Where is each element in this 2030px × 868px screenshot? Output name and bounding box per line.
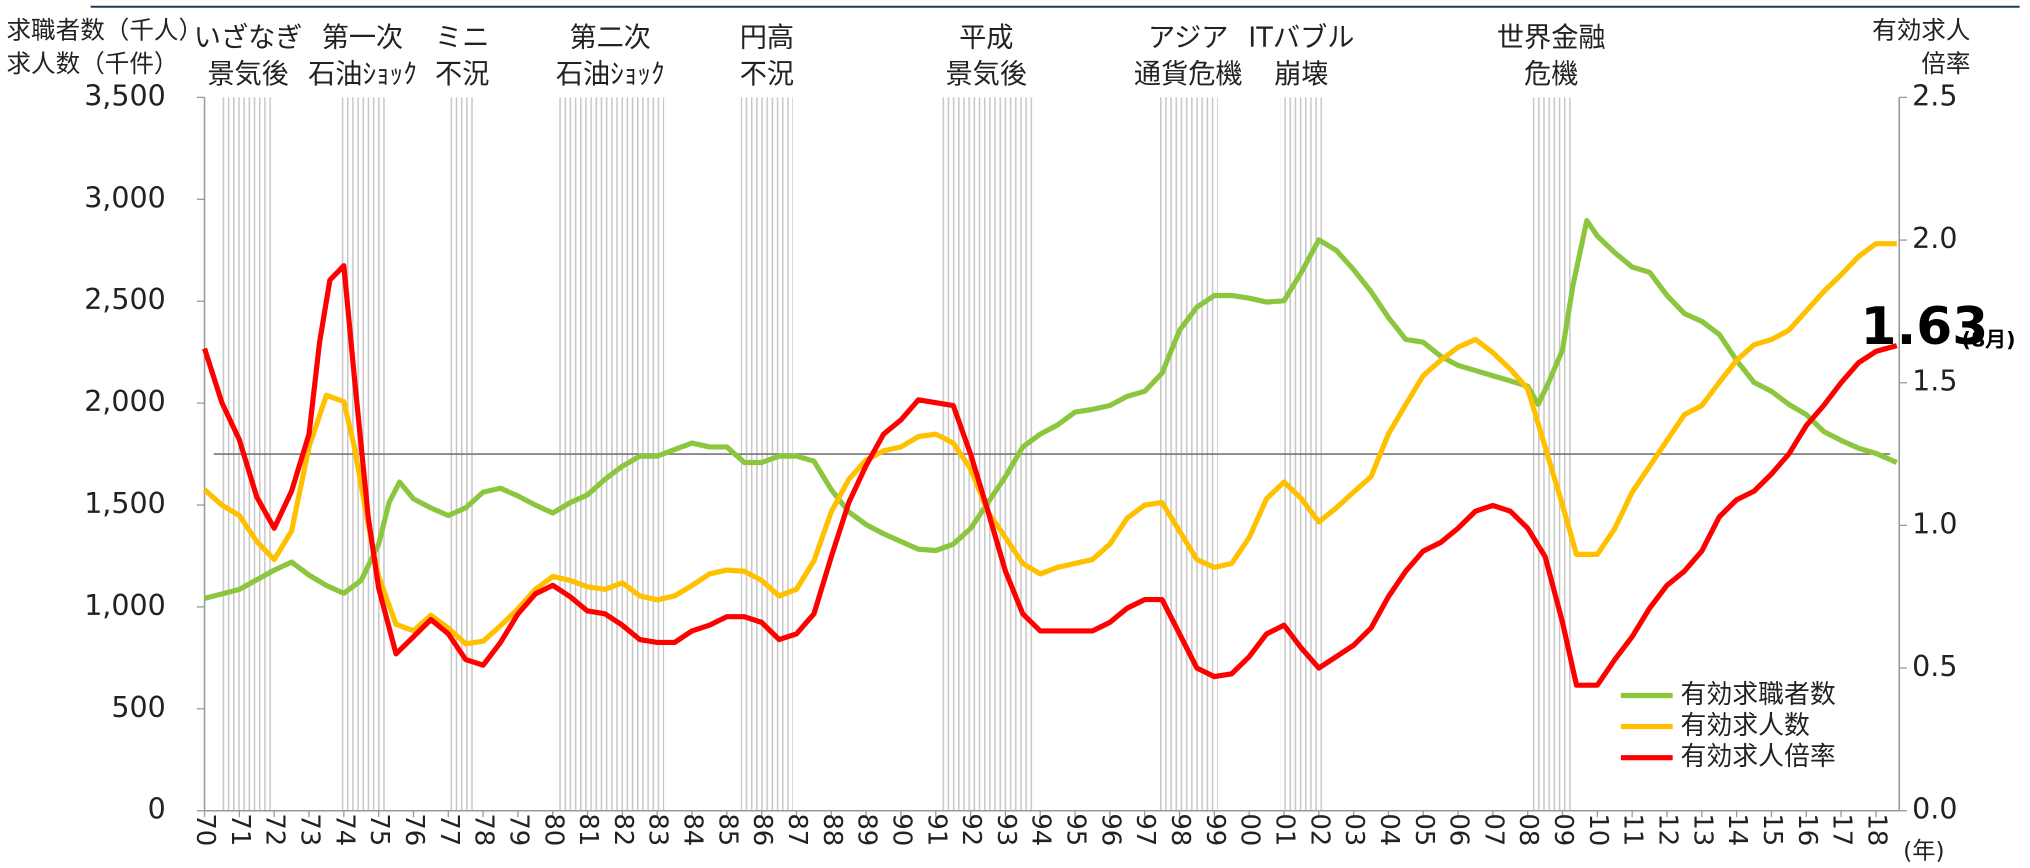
- annotation-note: (8月): [1962, 327, 2016, 351]
- x-tick-label: 15: [1757, 813, 1787, 846]
- y-axis-title: 求人数（千件）: [6, 49, 178, 78]
- x-tick-label: 03: [1339, 813, 1369, 846]
- period-label: アジア: [1148, 23, 1228, 54]
- period-label: 崩壊: [1274, 59, 1328, 90]
- x-tick-label: 02: [1304, 813, 1334, 846]
- legend-label: 有効求職者数: [1680, 680, 1835, 710]
- period-label: 危機: [1524, 59, 1578, 90]
- x-tick-label: 78: [469, 813, 499, 846]
- x-tick-label: 71: [225, 813, 255, 846]
- y2-tick-label: 1.5: [1912, 365, 1957, 398]
- x-tick-label: 01: [1269, 813, 1299, 846]
- x-tick-label: 98: [1165, 813, 1195, 846]
- x-tick-label: 87: [782, 813, 812, 846]
- y-tick-label: 1,000: [84, 589, 166, 622]
- x-tick-label: 13: [1687, 813, 1717, 846]
- x-tick-label: 14: [1722, 813, 1752, 846]
- period-label: 石油ｼｮｯｸ: [308, 59, 417, 90]
- y-tick-label: 1,500: [84, 487, 166, 520]
- x-tick-label: 16: [1792, 813, 1822, 846]
- x-tick-label: 83: [643, 813, 673, 846]
- period-label: いざなぎ: [194, 23, 303, 54]
- y-tick-label: 2,500: [84, 283, 166, 316]
- y-axis-title: 求職者数（千人）: [6, 15, 203, 44]
- y-tick-label: 3,500: [84, 79, 166, 112]
- x-tick-label: 91: [921, 813, 951, 846]
- x-tick-label: 96: [1095, 813, 1125, 846]
- legend-label: 有効求人倍率: [1680, 742, 1835, 772]
- x-tick-label: 74: [329, 813, 359, 846]
- period-label: 景気後: [207, 59, 289, 90]
- x-tick-label: 81: [573, 813, 603, 846]
- x-tick-label: 76: [399, 813, 429, 846]
- annotation-value: 1.63: [1861, 297, 1989, 357]
- x-tick-label: 94: [1026, 813, 1056, 846]
- y-tick-label: 500: [111, 691, 165, 724]
- x-tick-label: 92: [956, 813, 986, 846]
- period-label: 平成: [959, 23, 1013, 54]
- series-line: [202, 241, 1897, 647]
- period-label: 通貨危機: [1134, 59, 1243, 90]
- x-tick-label: 18: [1861, 813, 1891, 846]
- x-tick-label: 10: [1583, 813, 1613, 846]
- y-tick-label: 3,000: [84, 181, 166, 214]
- period-label: ITバブル: [1248, 23, 1354, 54]
- x-tick-label: 72: [260, 813, 290, 846]
- x-tick-label: 17: [1827, 813, 1857, 846]
- y-tick-label: 0: [148, 793, 166, 826]
- legend-label: 有効求人数: [1680, 711, 1810, 741]
- x-tick-label: 86: [747, 813, 777, 846]
- period-label: 不況: [435, 59, 489, 90]
- x-tick-label: 04: [1374, 813, 1404, 846]
- x-tick-label: 89: [852, 813, 882, 846]
- x-tick-label: 00: [1235, 813, 1265, 846]
- x-tick-label: 70: [190, 813, 220, 846]
- series-line: [203, 217, 1898, 601]
- period-label: 円高: [740, 23, 794, 54]
- x-tick-label: 84: [678, 813, 708, 846]
- x-tick-label: 05: [1409, 813, 1439, 846]
- y2-tick-label: 2.0: [1912, 222, 1957, 255]
- y-tick-label: 2,000: [84, 385, 166, 418]
- x-tick-label: 08: [1513, 813, 1543, 846]
- x-tick-label: 80: [538, 813, 568, 846]
- x-tick-label: 88: [817, 813, 847, 846]
- y2-axis-title: 有効求人: [1872, 15, 1970, 44]
- period-label: 石油ｼｮｯｸ: [556, 59, 665, 90]
- x-tick-label: 85: [712, 813, 742, 846]
- x-tick-label: 73: [295, 813, 325, 846]
- x-tick-label: 09: [1548, 813, 1578, 846]
- series-line: [202, 263, 1898, 688]
- x-unit: (年): [1903, 838, 1944, 865]
- y2-tick-label: 0.0: [1912, 793, 1957, 826]
- period-label: 世界金融: [1497, 23, 1606, 54]
- x-tick-label: 90: [886, 813, 916, 846]
- x-tick-label: 99: [1200, 813, 1230, 846]
- period-label: 第一次: [322, 23, 404, 54]
- x-tick-label: 07: [1478, 813, 1508, 846]
- period-label: ミニ: [435, 23, 489, 54]
- x-tick-label: 12: [1652, 813, 1682, 846]
- x-tick-label: 97: [1130, 813, 1160, 846]
- x-tick-label: 77: [434, 813, 464, 846]
- y2-tick-label: 2.5: [1912, 79, 1957, 112]
- y2-tick-label: 1.0: [1912, 507, 1957, 540]
- y2-tick-label: 0.5: [1912, 650, 1957, 683]
- x-tick-label: 82: [608, 813, 638, 846]
- x-tick-label: 79: [503, 813, 533, 846]
- x-tick-label: 06: [1444, 813, 1474, 846]
- period-label: 不況: [740, 59, 794, 90]
- x-tick-label: 95: [1061, 813, 1091, 846]
- x-tick-label: 75: [364, 813, 394, 846]
- x-tick-label: 93: [991, 813, 1021, 846]
- y2-axis-title: 倍率: [1921, 49, 1970, 78]
- period-label: 景気後: [946, 59, 1028, 90]
- period-label: 第二次: [569, 23, 651, 54]
- x-tick-label: 11: [1618, 813, 1648, 846]
